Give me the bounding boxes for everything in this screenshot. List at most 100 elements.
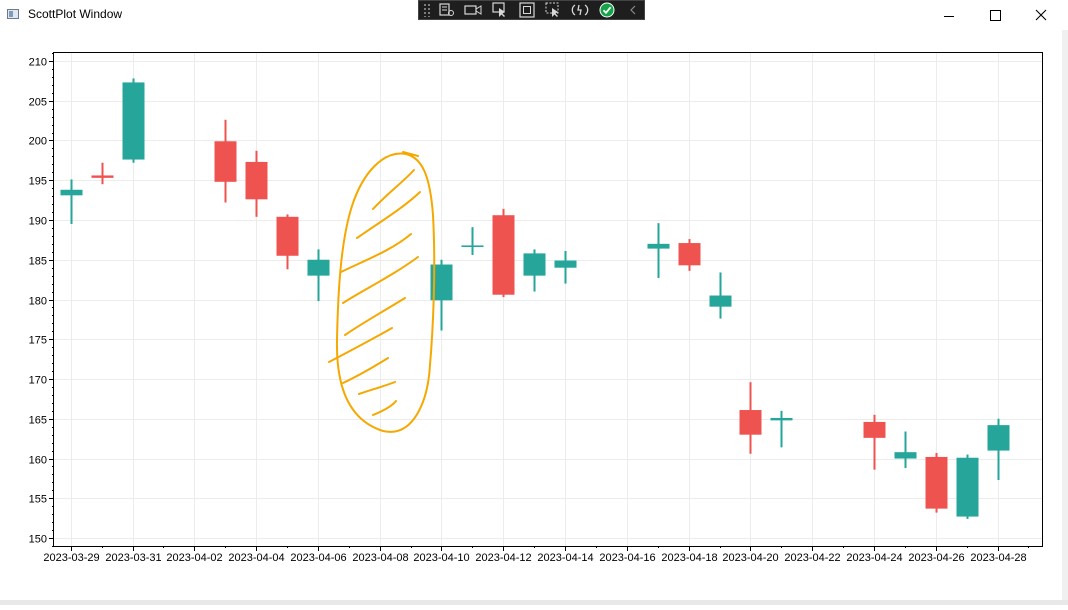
window-border-right [1062,30,1068,605]
candles-layer [60,78,1010,519]
display-layout-icon[interactable] [516,2,538,18]
candle-body [647,243,670,249]
candle [956,454,979,519]
y-tick-label: 155 [29,494,47,506]
candle [245,150,268,217]
x-tick-label: 2023-04-02 [166,552,222,564]
candle-body [554,260,577,268]
y-tick-label: 180 [29,296,47,308]
candle-body [122,82,145,160]
binding-check-icon[interactable] [596,2,618,18]
candle-body [739,410,762,435]
track-focus-icon[interactable] [542,2,564,18]
plot-area[interactable]: 150 155 160 165 170 175 180 185 190 195 200 205 210 … [0,30,1068,605]
maximize-button[interactable] [972,0,1018,30]
close-button[interactable] [1018,0,1064,30]
x-tick-label: 2023-04-22 [784,552,840,564]
candle [91,162,114,185]
candle [307,249,330,302]
x-tick-label: 2023-04-28 [970,552,1026,564]
x-tick-label: 2023-04-16 [599,552,655,564]
maximize-icon [989,9,1001,21]
window-titlebar: ScottPlot Window [0,0,1068,30]
toolbar-grip-handle[interactable] [423,3,431,17]
window-border-bottom [0,600,1068,605]
candle-body [307,259,330,276]
candle [523,249,546,292]
candle-body [709,295,732,307]
minimize-icon [944,15,954,17]
x-tick-label: 2023-04-12 [475,552,531,564]
candle-body [276,216,299,256]
video-record-icon[interactable] [463,2,485,18]
y-tick-label: 200 [29,136,47,148]
candle [276,214,299,270]
x-tick-label: 2023-04-14 [537,552,593,564]
candle [214,119,237,203]
candle [987,418,1010,481]
candle-body [894,452,917,459]
x-tick-label: 2023-04-26 [908,552,964,564]
candle [709,272,732,319]
x-tick-label: 2023-04-18 [661,552,717,564]
candle-body [245,161,268,200]
candle-body [863,421,886,438]
minimize-button[interactable] [926,0,972,30]
candle [647,223,670,279]
y-tick-label: 210 [29,57,47,69]
candle-body [60,189,83,196]
candle-body [956,457,979,517]
x-axis: 2023-03-29 2023-03-31 2023-04-02 2023-04-04… [43,546,1029,564]
y-tick-label: 205 [29,97,47,109]
window-title: ScottPlot Window [28,7,123,21]
candle [894,431,917,469]
select-element-icon[interactable] [489,2,511,18]
window-app-icon [7,9,19,19]
collapse-chevron-icon[interactable] [622,2,644,18]
freehand-annotation [328,151,436,433]
y-tick-label: 160 [29,455,47,467]
candle-body [214,141,237,182]
candle [492,208,515,298]
x-tick-label: 2023-03-31 [105,552,161,564]
candle-body [770,417,793,421]
x-tick-label: 2023-03-29 [43,552,99,564]
candle [430,259,453,331]
candle [461,227,484,255]
candle-body [678,243,701,266]
y-tick-label: 150 [29,534,47,546]
y-tick-label: 195 [29,176,47,188]
y-tick-label: 165 [29,415,47,427]
x-tick-label: 2023-04-20 [722,552,778,564]
y-tick-label: 190 [29,216,47,228]
candle [122,78,145,163]
y-axis: 150 155 160 165 170 175 180 185 190 195 200 205 210 [29,53,54,547]
xaml-debug-toolbar [418,0,645,20]
x-tick-label: 2023-04-04 [228,552,284,564]
plot-frame [53,52,1043,547]
x-tick-label: 2023-04-08 [352,552,408,564]
hot-reload-icon[interactable] [569,2,591,18]
candle [770,410,793,448]
x-tick-label: 2023-04-10 [413,552,469,564]
candle [739,382,762,454]
live-visual-tree-icon[interactable] [436,2,458,18]
candle [678,239,701,271]
candle-body [430,264,453,301]
y-tick-label: 175 [29,335,47,347]
candle-body [91,175,114,178]
candle-body [461,245,484,248]
candle [554,250,577,284]
candle-body [925,456,948,509]
candle [863,414,886,470]
y-tick-label: 170 [29,375,47,387]
close-icon [1035,4,1047,27]
x-tick-label: 2023-04-06 [290,552,346,564]
candle-body [523,253,546,276]
y-tick-label: 185 [29,256,47,268]
candle [60,179,83,224]
x-tick-label: 2023-04-24 [846,552,902,564]
candle-body [987,425,1010,451]
grid-lines [54,53,1042,546]
candlestick-chart[interactable]: 150155160165170175180185190195200205210 … [0,30,1068,605]
